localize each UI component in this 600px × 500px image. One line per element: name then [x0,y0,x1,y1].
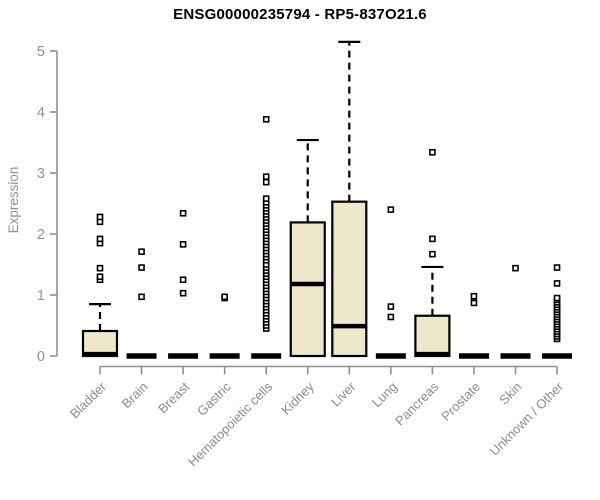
outlier-point-prostate [470,292,478,300]
category-label: Unknown / Other [487,379,567,459]
category-label: Prostate [438,379,483,424]
category-label: Brain [119,379,151,411]
outlier-point-breast [179,289,187,297]
outlier-point-breast [179,209,187,217]
outlier-point-unknown-other [553,280,561,287]
collapsed-box-unknown-other [542,353,573,359]
y-axis-tick-label: 1 [37,288,45,304]
y-axis-tick-label: 2 [37,227,45,243]
outlier-point-hematopoietic-cells [262,178,270,186]
collapsed-box-breast [168,353,199,359]
y-axis-tick-label: 0 [37,349,45,365]
outlier-point-brain [138,293,145,301]
outlier-point-pancreas [429,250,436,258]
outlier-point-bladder [96,264,104,272]
category-label: Gastric [194,379,234,419]
outlier-point-breast [179,241,187,248]
outlier-point-bladder [96,213,104,221]
outlier-point-unknown-other [553,294,561,302]
outlier-point-unknown-other [553,264,561,271]
outlier-point-bladder [96,235,104,243]
chart-title: ENSG00000235794 - RP5-837O21.6 [173,6,427,23]
y-axis-tick-label: 3 [37,166,45,182]
outlier-point-pancreas [429,148,436,156]
outlier-point-bladder [96,273,104,281]
outlier-point-gastric [221,293,228,301]
outlier-point-breast [179,276,187,284]
category-label: Bladder [67,379,110,422]
category-label: Pancreas [392,379,442,429]
outlier-point-skin [512,264,519,272]
category-label: Breast [155,379,192,416]
collapsed-box-prostate [458,353,489,359]
outlier-point-brain [138,264,145,271]
y-axis-tick-label: 5 [37,44,45,60]
collapsed-box-brain [126,353,157,359]
collapsed-box-gastric [209,353,240,359]
category-label: Skin [496,379,524,407]
outlier-point-hematopoietic-cells [262,173,270,180]
box-kidney [289,221,326,358]
box-liver [331,200,368,358]
category-label: Lung [369,379,400,410]
category-label: Kidney [278,379,317,418]
collapsed-box-lung [375,353,406,359]
outlier-point-lung [387,206,395,213]
collapsed-box-skin [500,353,531,359]
outlier-point-brain [138,248,145,255]
collapsed-box-hematopoietic-cells [251,353,282,359]
outlier-point-hematopoietic-cells [262,116,270,123]
outlier-point-pancreas [429,235,436,243]
outlier-point-prostate [470,299,478,307]
y-axis-tick-label: 4 [37,105,45,121]
outlier-point-hematopoietic-cells [262,195,270,202]
box-pancreas [414,314,451,358]
outlier-point-lung [387,303,395,310]
outlier-point-lung [387,313,395,321]
category-label: Liver [328,379,359,410]
